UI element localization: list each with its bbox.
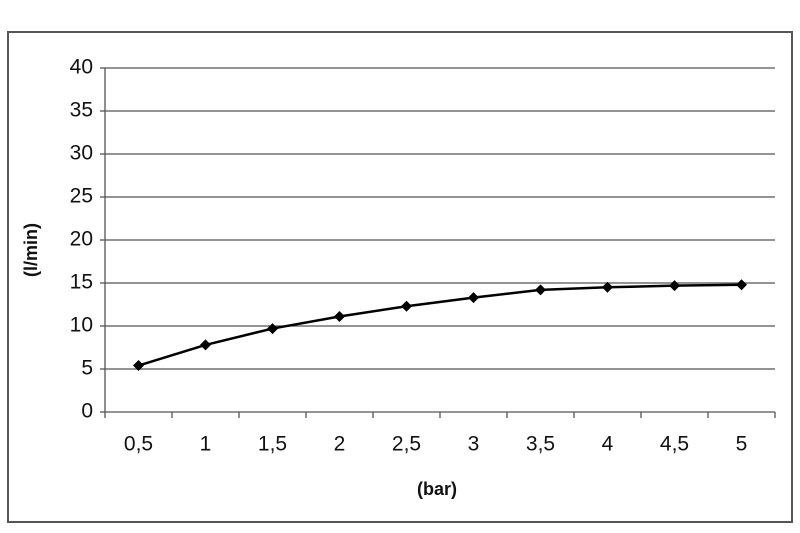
chart-frame — [7, 31, 793, 523]
y-tick-label: 15 — [70, 271, 93, 294]
marker — [669, 280, 680, 292]
marker — [200, 339, 211, 351]
marker — [267, 323, 278, 335]
x-tick-label: 3,5 — [526, 433, 555, 456]
x-tick-label: 2 — [334, 433, 346, 456]
y-tick-label: 0 — [81, 400, 93, 423]
y-tick-label: 10 — [70, 314, 93, 337]
y-tick-label: 40 — [70, 56, 93, 79]
marker — [468, 292, 479, 304]
x-tick-label: 4 — [602, 433, 614, 456]
x-axis-title: (bar) — [417, 479, 457, 499]
line — [138, 283, 742, 367]
x-tick-label: 3 — [468, 433, 480, 456]
marker — [535, 284, 546, 296]
x-tick-label: 2,5 — [392, 433, 421, 456]
marker — [334, 311, 345, 323]
marker — [133, 360, 144, 372]
y-axis-title: (l/min) — [21, 223, 41, 277]
x-tick-label: 4,5 — [660, 433, 689, 456]
y-tick-label: 35 — [70, 99, 93, 122]
x-tick-label: 1,5 — [258, 433, 287, 456]
y-tick-label: 25 — [70, 185, 93, 208]
x-tick-label: 0,5 — [124, 433, 153, 456]
marker — [736, 279, 747, 291]
y-tick-label: 30 — [70, 142, 93, 165]
y-tick-label: 20 — [70, 228, 93, 251]
x-tick-label: 5 — [736, 433, 748, 456]
x-tick-label: 1 — [200, 433, 212, 456]
marker — [602, 281, 613, 293]
y-tick-label: 5 — [81, 357, 93, 380]
marker — [401, 300, 412, 312]
